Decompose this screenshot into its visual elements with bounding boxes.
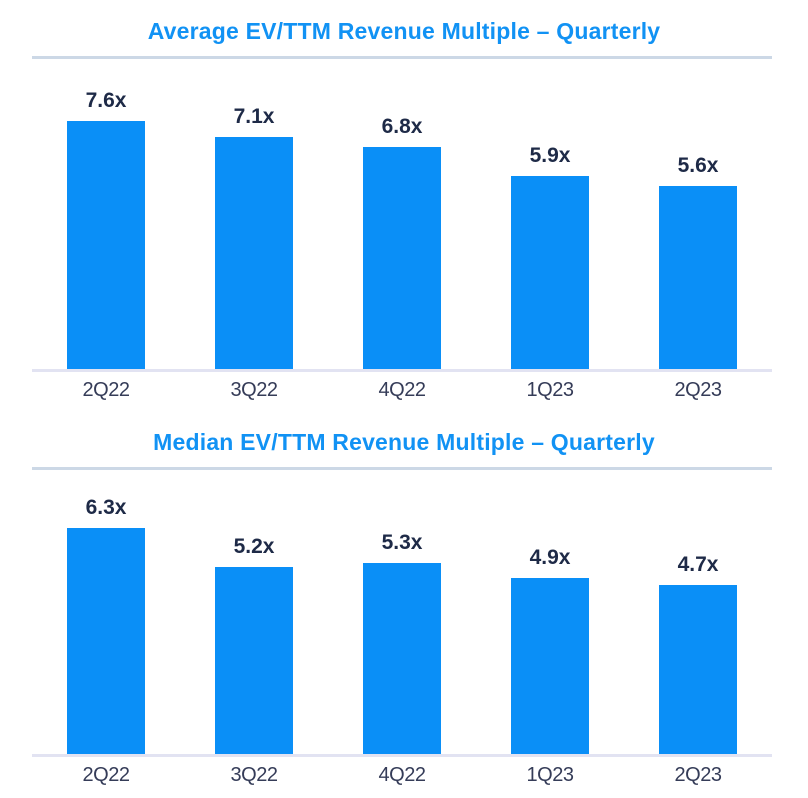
x-axis-label: 2Q22 <box>82 379 130 401</box>
x-axis: 2Q22 3Q22 4Q22 1Q23 2Q23 <box>32 757 772 788</box>
bar-column: 7.6x <box>32 59 180 369</box>
bar-value-label: 5.3x <box>381 531 423 555</box>
chart-average-ev-ttm: Average EV/TTM Revenue Multiple – Quarte… <box>32 18 772 403</box>
bar-column: 4.9x <box>476 470 624 754</box>
x-axis-label: 3Q22 <box>230 764 278 786</box>
bar <box>67 121 145 369</box>
bar <box>215 137 293 369</box>
title-divider <box>32 467 772 470</box>
bar-value-label: 4.7x <box>677 553 719 577</box>
bar-value-label: 7.1x <box>233 105 275 129</box>
x-axis-label: 1Q23 <box>526 764 574 786</box>
x-axis-label: 2Q22 <box>82 764 130 786</box>
bar <box>67 527 145 754</box>
x-axis-label: 2Q23 <box>674 764 722 786</box>
x-axis-label: 2Q23 <box>674 379 722 401</box>
chart-title: Median EV/TTM Revenue Multiple – Quarter… <box>153 429 655 455</box>
x-axis-label: 4Q22 <box>378 379 426 401</box>
bar <box>215 567 293 754</box>
title-divider <box>32 56 772 59</box>
bar-value-label: 5.6x <box>677 154 719 178</box>
x-axis-label: 3Q22 <box>230 379 278 401</box>
bar <box>511 176 589 369</box>
x-axis-label: 1Q23 <box>526 379 574 401</box>
x-axis: 2Q22 3Q22 4Q22 1Q23 2Q23 <box>32 372 772 403</box>
plot-area: 6.3x 5.2x 5.3x 4.9x 4.7x <box>32 470 772 757</box>
x-axis-label: 4Q22 <box>378 764 426 786</box>
bar-column: 5.6x <box>624 59 772 369</box>
bar-column: 6.3x <box>32 470 180 754</box>
bar-value-label: 7.6x <box>85 89 127 112</box>
bar-value-label: 6.3x <box>85 495 127 519</box>
bar-column: 6.8x <box>328 59 476 369</box>
bar <box>659 186 737 369</box>
bar-value-label: 4.9x <box>529 545 571 569</box>
chart-median-ev-ttm: Median EV/TTM Revenue Multiple – Quarter… <box>0 403 808 788</box>
bar-column: 5.2x <box>180 470 328 754</box>
bar-value-label: 5.2x <box>233 535 275 559</box>
bar <box>363 147 441 369</box>
bar <box>511 577 589 754</box>
bar-value-label: 6.8x <box>381 115 423 139</box>
bar-column: 5.3x <box>328 470 476 754</box>
bar-value-label: 5.9x <box>529 144 571 168</box>
chart-title: Average EV/TTM Revenue Multiple – Quarte… <box>147 18 661 44</box>
bar <box>659 585 737 754</box>
bar-column: 7.1x <box>180 59 328 369</box>
bar-column: 4.7x <box>624 470 772 754</box>
bar-column: 5.9x <box>476 59 624 369</box>
plot-area: 7.6x 7.1x 6.8x 5.9x 5.6x <box>32 59 772 372</box>
bar <box>363 563 441 754</box>
